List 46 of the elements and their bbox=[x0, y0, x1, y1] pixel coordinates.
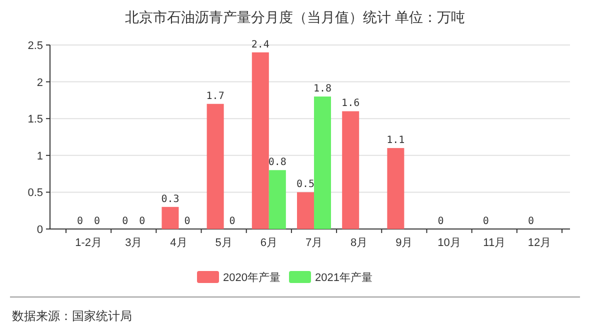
bar bbox=[297, 192, 314, 229]
bar bbox=[206, 104, 224, 229]
source-note: 数据来源：国家统计局 bbox=[12, 309, 132, 323]
bar bbox=[252, 52, 269, 229]
data-label: 1.6 bbox=[342, 98, 360, 110]
x-tick-label: 3月 bbox=[125, 237, 142, 249]
data-label: 0 bbox=[229, 216, 236, 227]
y-tick-label: 2.5 bbox=[28, 40, 43, 52]
x-tick-label: 1-2月 bbox=[75, 237, 102, 249]
data-label: 1.8 bbox=[313, 84, 332, 95]
data-label: 0.3 bbox=[161, 194, 180, 205]
x-tick-label: 6月 bbox=[260, 237, 278, 249]
legend-label: 2021年产量 bbox=[315, 271, 372, 284]
data-label: 1.7 bbox=[206, 90, 224, 102]
data-label: 0 bbox=[184, 216, 190, 227]
y-tick-label: 1.5 bbox=[28, 114, 43, 126]
data-label: 0 bbox=[482, 216, 489, 227]
x-tick-label: 10月 bbox=[438, 237, 461, 249]
data-label: 0 bbox=[139, 216, 146, 227]
x-tick-label: 7月 bbox=[305, 237, 323, 249]
data-label: 0 bbox=[94, 216, 100, 227]
data-label: 0 bbox=[528, 216, 534, 227]
x-tick-label: 12月 bbox=[528, 237, 552, 249]
y-tick-label: 0.5 bbox=[28, 187, 43, 200]
data-label: 0.5 bbox=[296, 179, 315, 190]
data-label: 1.1 bbox=[386, 135, 405, 146]
x-tick-label: 9月 bbox=[396, 237, 413, 249]
bar bbox=[268, 170, 286, 229]
y-tick-label: 0 bbox=[36, 224, 43, 236]
x-tick-label: 4月 bbox=[170, 237, 188, 249]
chart-title: 北京市石油沥青产量分月度（当月值）统计 单位：万吨 bbox=[125, 9, 465, 25]
bar bbox=[314, 96, 331, 229]
y-tick-label: 2 bbox=[36, 76, 43, 89]
x-tick-label: 8月 bbox=[350, 237, 368, 249]
data-label: 0 bbox=[77, 216, 84, 227]
bar bbox=[387, 148, 404, 229]
y-tick-label: 1 bbox=[36, 150, 43, 162]
legend-label: 2020年产量 bbox=[223, 271, 280, 284]
data-label: 0 bbox=[438, 216, 444, 227]
data-label: 2.4 bbox=[251, 39, 270, 50]
data-label: 0.8 bbox=[268, 157, 286, 168]
bar bbox=[162, 206, 179, 229]
x-tick-label: 11月 bbox=[483, 237, 506, 249]
bar bbox=[342, 111, 360, 229]
x-tick-label: 5月 bbox=[215, 237, 232, 249]
data-label: 0 bbox=[122, 216, 128, 227]
